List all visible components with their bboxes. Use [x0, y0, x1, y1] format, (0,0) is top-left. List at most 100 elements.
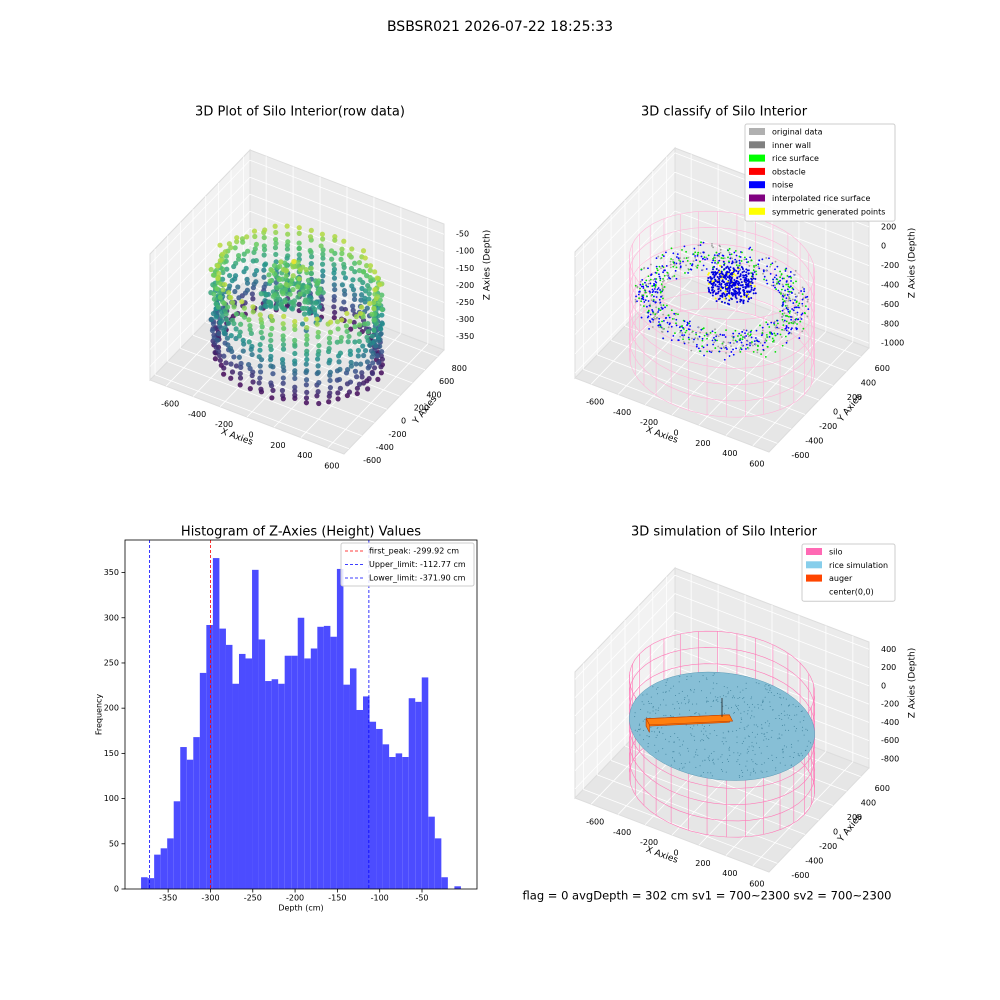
- z-axis-label: Z Axies (Depth): [908, 648, 918, 719]
- point: [755, 329, 758, 332]
- point: [692, 341, 695, 343]
- point: [754, 337, 757, 339]
- point: [287, 291, 293, 297]
- point: [273, 305, 279, 311]
- point: [747, 347, 750, 350]
- mesh-dot: [634, 729, 636, 731]
- mesh-dot: [657, 709, 659, 711]
- mesh-dot: [761, 771, 763, 773]
- point: [772, 340, 774, 343]
- point: [740, 281, 743, 284]
- point: [745, 268, 748, 271]
- mesh-dot: [794, 714, 796, 716]
- point: [292, 337, 298, 343]
- point: [757, 345, 759, 347]
- point: [276, 277, 282, 283]
- point: [655, 306, 658, 309]
- point: [753, 340, 756, 343]
- point: [701, 268, 704, 271]
- point: [737, 287, 740, 290]
- point: [781, 283, 784, 286]
- mesh-dot: [639, 734, 641, 736]
- z-tick-label: -1000: [881, 339, 904, 348]
- point: [713, 336, 715, 339]
- point: [707, 282, 710, 285]
- point: [258, 305, 264, 311]
- legend-swatch: [749, 154, 765, 162]
- y-tick-label: 200: [847, 393, 862, 402]
- point: [807, 308, 810, 311]
- point: [303, 316, 309, 322]
- point: [796, 323, 798, 325]
- point: [785, 280, 788, 282]
- point: [758, 259, 761, 262]
- point: [786, 275, 789, 277]
- point: [753, 271, 756, 273]
- point: [738, 292, 741, 295]
- point: [702, 346, 705, 349]
- mesh-dot: [758, 747, 760, 749]
- point: [718, 244, 721, 247]
- point: [292, 323, 298, 329]
- point: [228, 294, 234, 301]
- point: [779, 276, 782, 279]
- point: [703, 256, 706, 259]
- point: [743, 258, 746, 261]
- point: [635, 295, 637, 298]
- point: [262, 261, 269, 267]
- point: [718, 253, 721, 255]
- point: [681, 249, 683, 251]
- point: [292, 350, 298, 357]
- mesh-dot: [709, 733, 711, 735]
- point: [790, 321, 793, 324]
- mesh-dot: [792, 704, 794, 706]
- mesh-dot: [758, 683, 760, 685]
- mesh-dot: [716, 735, 718, 737]
- bar: [186, 759, 194, 889]
- point: [671, 317, 674, 320]
- point: [337, 366, 343, 372]
- mesh-dot: [724, 737, 726, 739]
- point: [751, 272, 754, 275]
- mesh-dot: [646, 735, 648, 737]
- grid-line: [574, 191, 676, 296]
- point: [734, 339, 737, 342]
- point: [662, 271, 665, 274]
- mesh-dot: [762, 699, 764, 701]
- point: [641, 278, 644, 281]
- z-tick-label: -200: [456, 281, 474, 290]
- point: [683, 328, 685, 330]
- point: [647, 285, 649, 288]
- point: [711, 280, 714, 283]
- point: [304, 284, 310, 290]
- x-tick-label: -200: [640, 418, 658, 427]
- point: [247, 365, 253, 372]
- point: [776, 265, 779, 268]
- point: [662, 313, 665, 316]
- bar: [363, 696, 370, 889]
- mesh-dot: [733, 711, 735, 713]
- point: [696, 266, 699, 269]
- point: [660, 290, 662, 293]
- point: [296, 252, 302, 258]
- point: [729, 253, 731, 256]
- point: [750, 278, 753, 281]
- point: [658, 265, 661, 268]
- bar: [330, 636, 337, 889]
- point: [740, 299, 743, 302]
- grid-line: [249, 193, 445, 269]
- point: [377, 282, 383, 288]
- point: [365, 338, 371, 344]
- point: [674, 313, 677, 316]
- point: [725, 288, 728, 291]
- point: [779, 279, 782, 282]
- point: [378, 370, 384, 376]
- point: [745, 284, 748, 287]
- point: [748, 331, 750, 334]
- point: [719, 289, 722, 292]
- point: [261, 234, 267, 241]
- point: [781, 344, 784, 347]
- point: [695, 345, 698, 348]
- mesh-dot: [779, 718, 781, 720]
- point: [663, 320, 665, 322]
